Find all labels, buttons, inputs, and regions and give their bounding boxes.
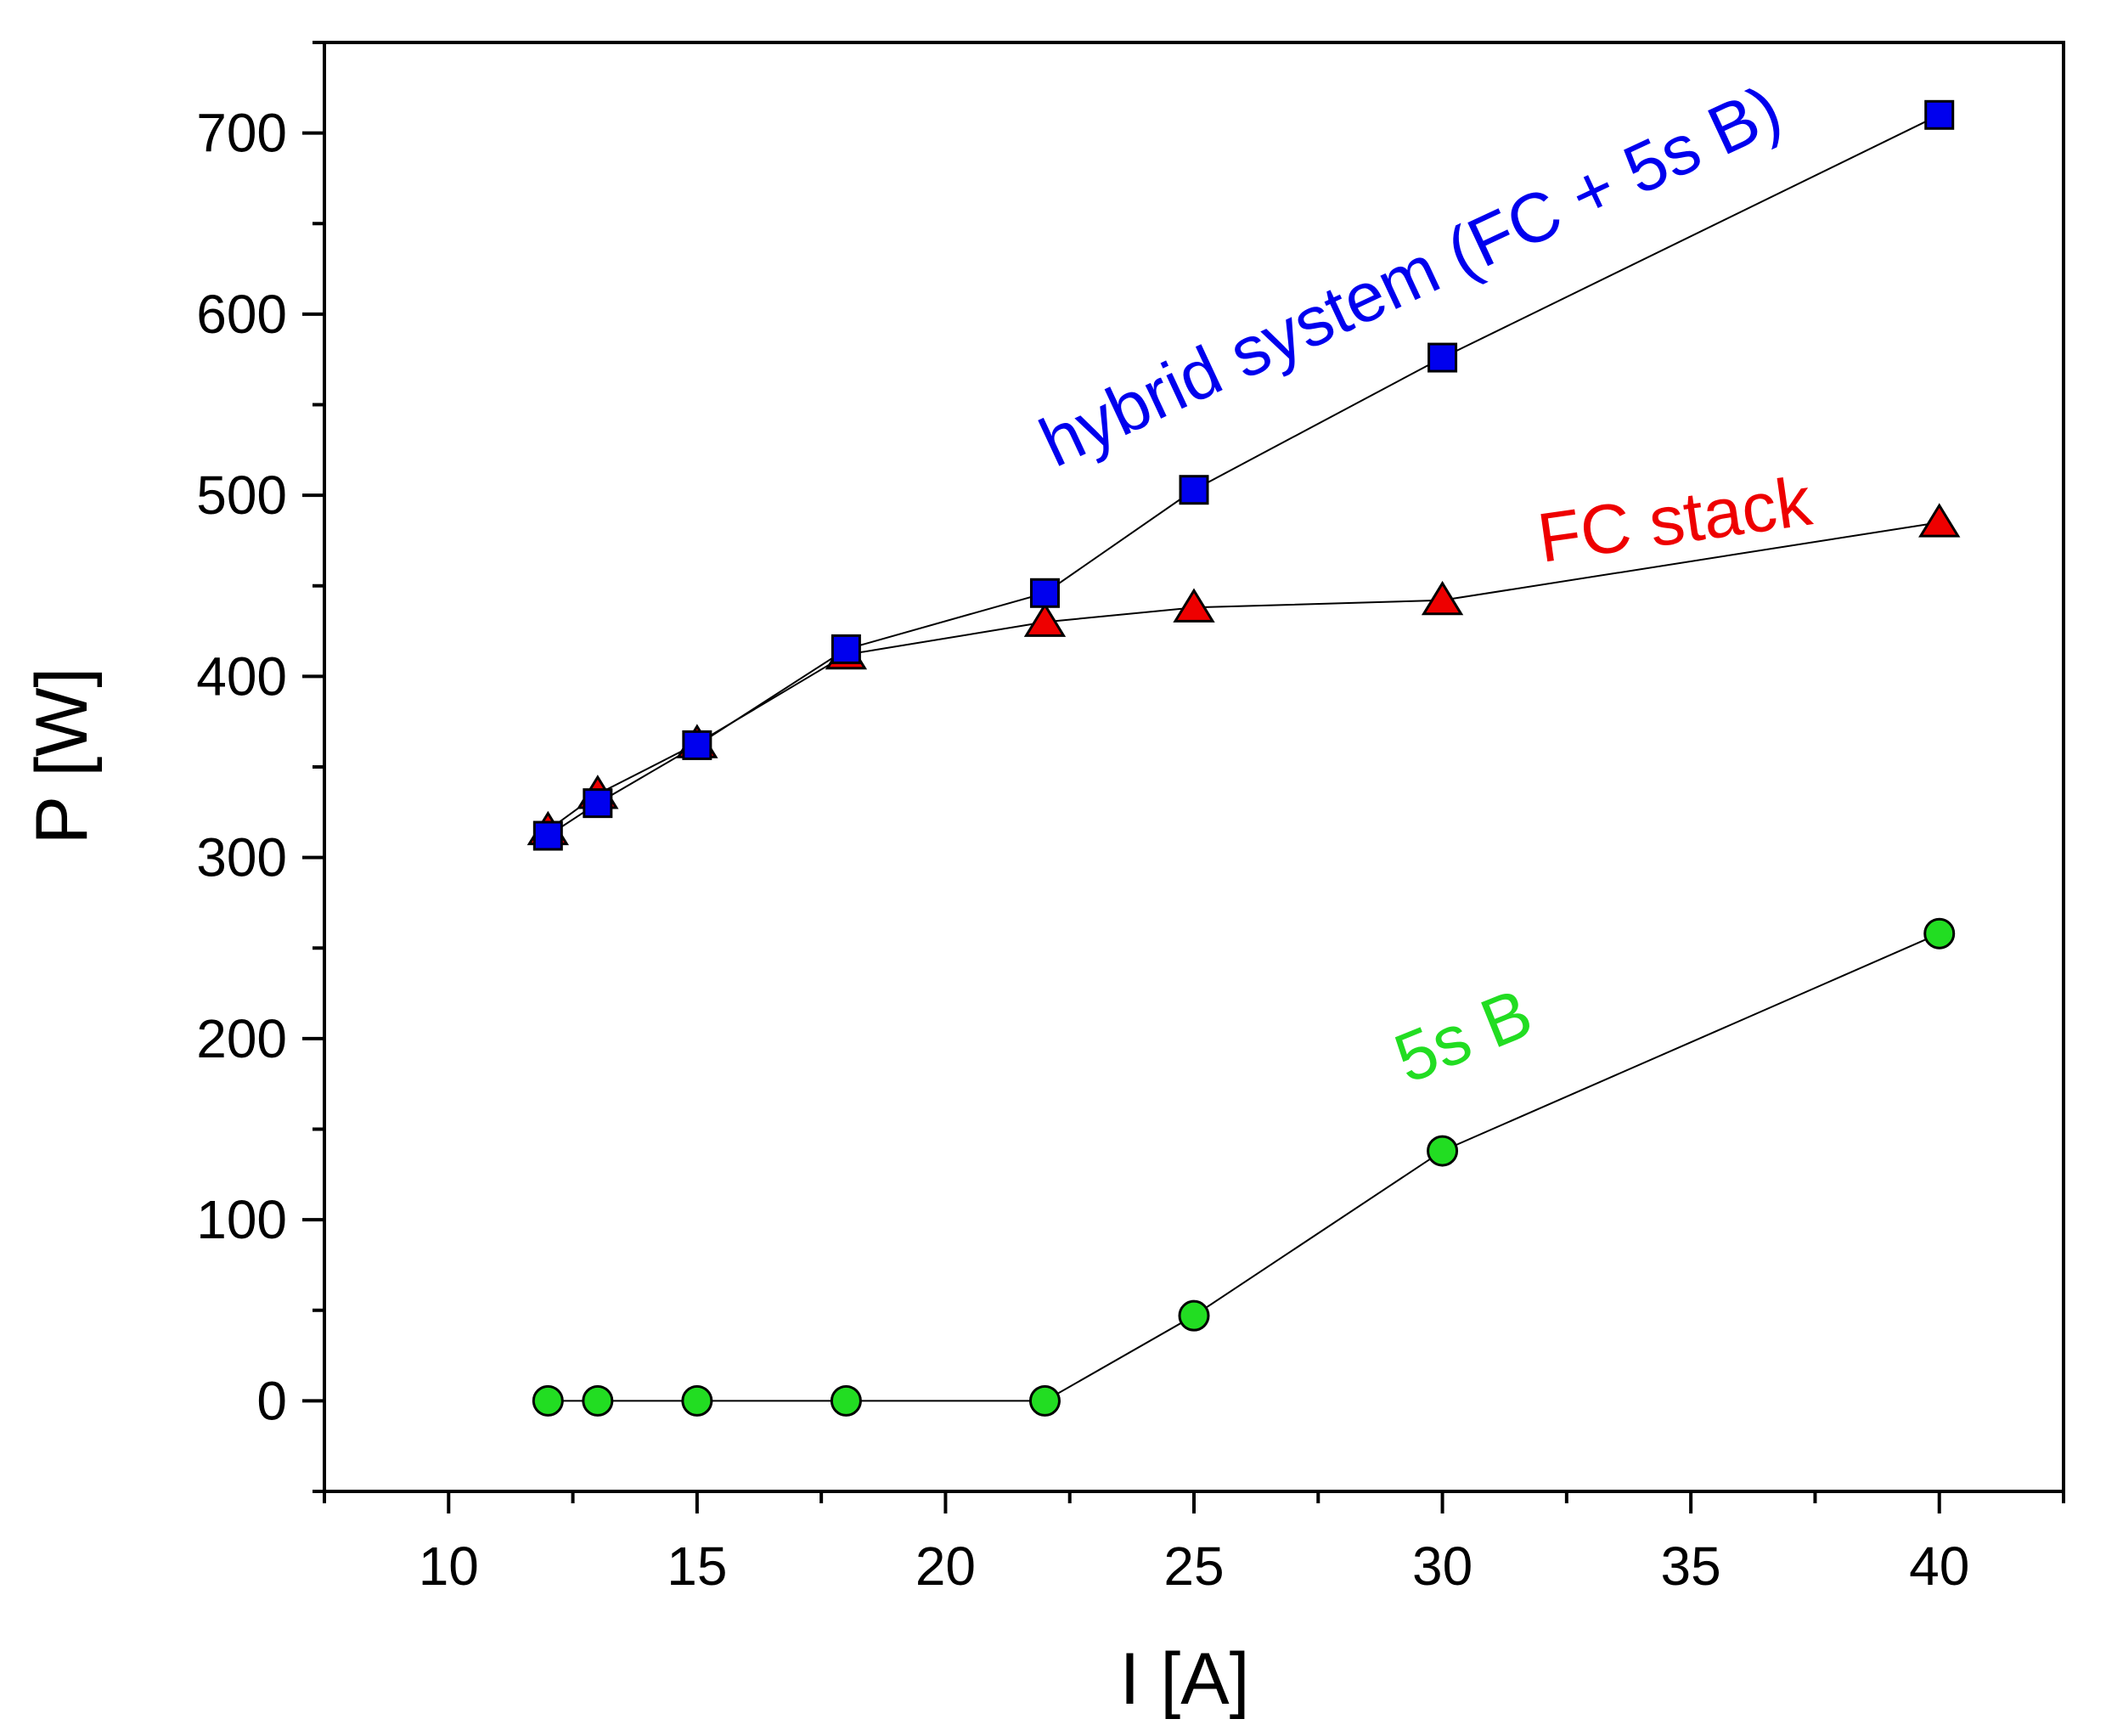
data-point-square <box>583 788 613 819</box>
y-tick-label: 600 <box>196 284 287 345</box>
y-axis-title: P [W] <box>21 668 103 845</box>
y-tick-label: 100 <box>196 1189 287 1250</box>
data-point-square <box>1029 578 1060 608</box>
data-point-circle <box>1178 1299 1210 1332</box>
y-tick-label: 200 <box>196 1008 287 1069</box>
data-point-square <box>1427 342 1458 373</box>
x-tick-label: 15 <box>667 1536 727 1597</box>
data-point-circle <box>532 1384 564 1417</box>
data-point-circle <box>582 1384 614 1417</box>
data-point-triangle <box>1173 588 1215 623</box>
series-line-1 <box>548 933 1940 1402</box>
data-point-square <box>682 730 712 760</box>
data-point-square <box>532 820 563 851</box>
data-point-triangle <box>1421 580 1464 616</box>
x-tick-label: 20 <box>915 1536 976 1597</box>
data-point-circle <box>681 1384 713 1417</box>
series-lines <box>547 114 1940 1402</box>
y-tick-label: 0 <box>256 1370 287 1431</box>
data-point-circle <box>1923 917 1956 950</box>
data-point-triangle <box>1023 602 1067 637</box>
x-axis-title: I [A] <box>1120 1638 1250 1720</box>
data-point-circle <box>830 1384 862 1417</box>
x-tick-label: 10 <box>419 1536 479 1597</box>
data-point-circle <box>1427 1135 1459 1167</box>
series-markers <box>526 99 1961 1417</box>
x-tick-label: 40 <box>1909 1536 1969 1597</box>
x-tick-label: 35 <box>1661 1536 1721 1597</box>
data-point-circle <box>1028 1384 1061 1417</box>
data-point-square <box>831 634 861 664</box>
y-tick-label: 300 <box>196 827 287 888</box>
axes: 0 100 200 300 400 500 600 700 10 15 20 25 30 35 40 <box>196 41 2065 1597</box>
data-point-triangle <box>1918 503 1961 538</box>
x-tick-label: 30 <box>1412 1536 1473 1597</box>
data-point-square <box>1179 475 1209 505</box>
y-tick-label: 500 <box>196 465 287 526</box>
y-tick-label: 400 <box>196 645 287 707</box>
x-tick-label: 25 <box>1163 1536 1224 1597</box>
data-point-square <box>1924 99 1955 130</box>
series-line-0 <box>547 521 1940 831</box>
series-line-2 <box>547 114 1940 837</box>
y-tick-label: 700 <box>196 103 287 164</box>
